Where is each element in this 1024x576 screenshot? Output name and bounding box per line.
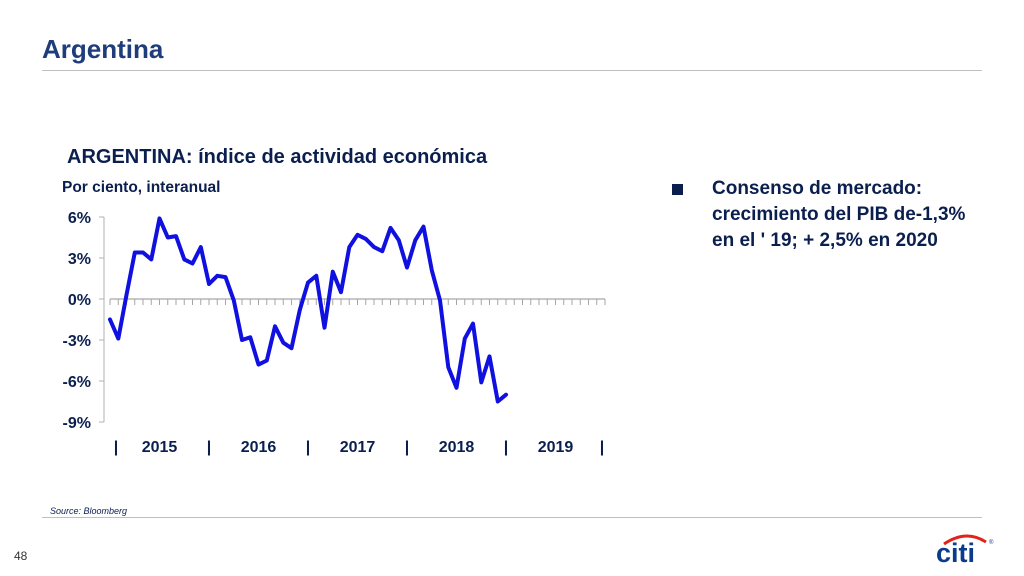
x-period-separator: | — [114, 439, 118, 456]
x-year-label: 2019 — [538, 439, 574, 456]
slide-title: Argentina — [42, 34, 164, 64]
y-axis: 6% 3% 0% -3% -6% -9% — [63, 210, 105, 432]
x-period-separator: | — [306, 439, 310, 456]
square-bullet-icon — [672, 184, 683, 195]
chart-subtitle: Por ciento, interanual — [62, 179, 221, 196]
y-tick-label: -6% — [63, 374, 91, 391]
x-period-separator: | — [504, 439, 508, 456]
x-period-separator: | — [600, 439, 604, 456]
y-tick-label: 3% — [68, 251, 91, 268]
title-divider — [42, 70, 982, 71]
x-year-label: 2017 — [340, 439, 376, 456]
source-note: Source: Bloomberg — [50, 506, 128, 516]
x-period-separator: | — [405, 439, 409, 456]
x-year-label: 2015 — [142, 439, 178, 456]
line-chart: 6% 3% 0% -3% -6% -9% | 2015 | 2016 | 2017 | 2018 | 201… — [63, 210, 606, 456]
x-year-label: 2016 — [241, 439, 277, 456]
y-tick-label: 6% — [68, 210, 91, 227]
x-year-label: 2018 — [439, 439, 475, 456]
chart-series — [108, 216, 508, 404]
footer-divider — [42, 517, 982, 518]
logo-wordmark: citi — [936, 538, 975, 567]
registered-mark-icon: ® — [989, 539, 994, 546]
logo-arc — [943, 534, 987, 546]
x-period-separator: | — [207, 439, 211, 456]
citi-logo: citi ® — [936, 534, 994, 567]
chart-title: ARGENTINA: índice de actividad económica — [67, 146, 488, 168]
x-axis: | 2015 | 2016 | 2017 | 2018 | 2019 | — [109, 298, 606, 456]
series-line — [108, 216, 508, 404]
y-tick-label: -3% — [63, 333, 91, 350]
y-tick-label: -9% — [63, 415, 91, 432]
y-tick-label: 0% — [68, 292, 91, 309]
bullet-text: Consenso de mercado: crecimiento del PIB… — [712, 178, 966, 251]
page-number: 48 — [14, 549, 28, 563]
